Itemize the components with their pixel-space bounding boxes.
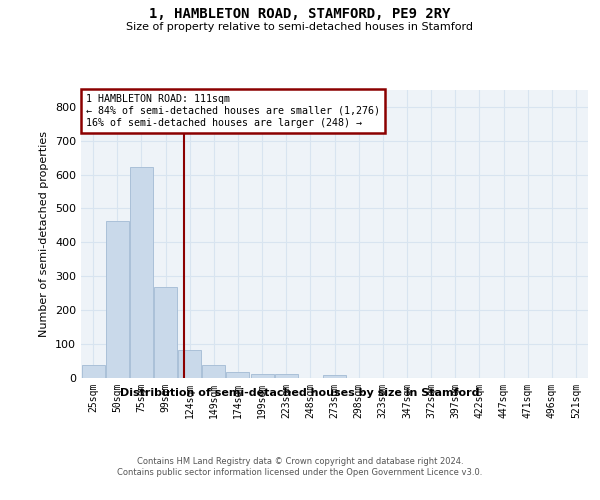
Bar [82,365,104,378]
Y-axis label: Number of semi-detached properties: Number of semi-detached properties [40,130,49,337]
Text: 1, HAMBLETON ROAD, STAMFORD, PE9 2RY: 1, HAMBLETON ROAD, STAMFORD, PE9 2RY [149,8,451,22]
Text: Contains HM Land Registry data © Crown copyright and database right 2024.
Contai: Contains HM Land Registry data © Crown c… [118,458,482,477]
Bar [226,372,250,378]
Bar [202,365,225,378]
Bar [154,287,177,378]
Bar [106,220,128,378]
Bar [178,350,201,378]
Text: 1 HAMBLETON ROAD: 111sqm
← 84% of semi-detached houses are smaller (1,276)
16% o: 1 HAMBLETON ROAD: 111sqm ← 84% of semi-d… [86,94,380,128]
Text: Size of property relative to semi-detached houses in Stamford: Size of property relative to semi-detach… [127,22,473,32]
Text: Distribution of semi-detached houses by size in Stamford: Distribution of semi-detached houses by … [120,388,480,398]
Bar [323,375,346,378]
Bar [275,374,298,378]
Bar [251,374,274,378]
Bar [130,167,153,378]
